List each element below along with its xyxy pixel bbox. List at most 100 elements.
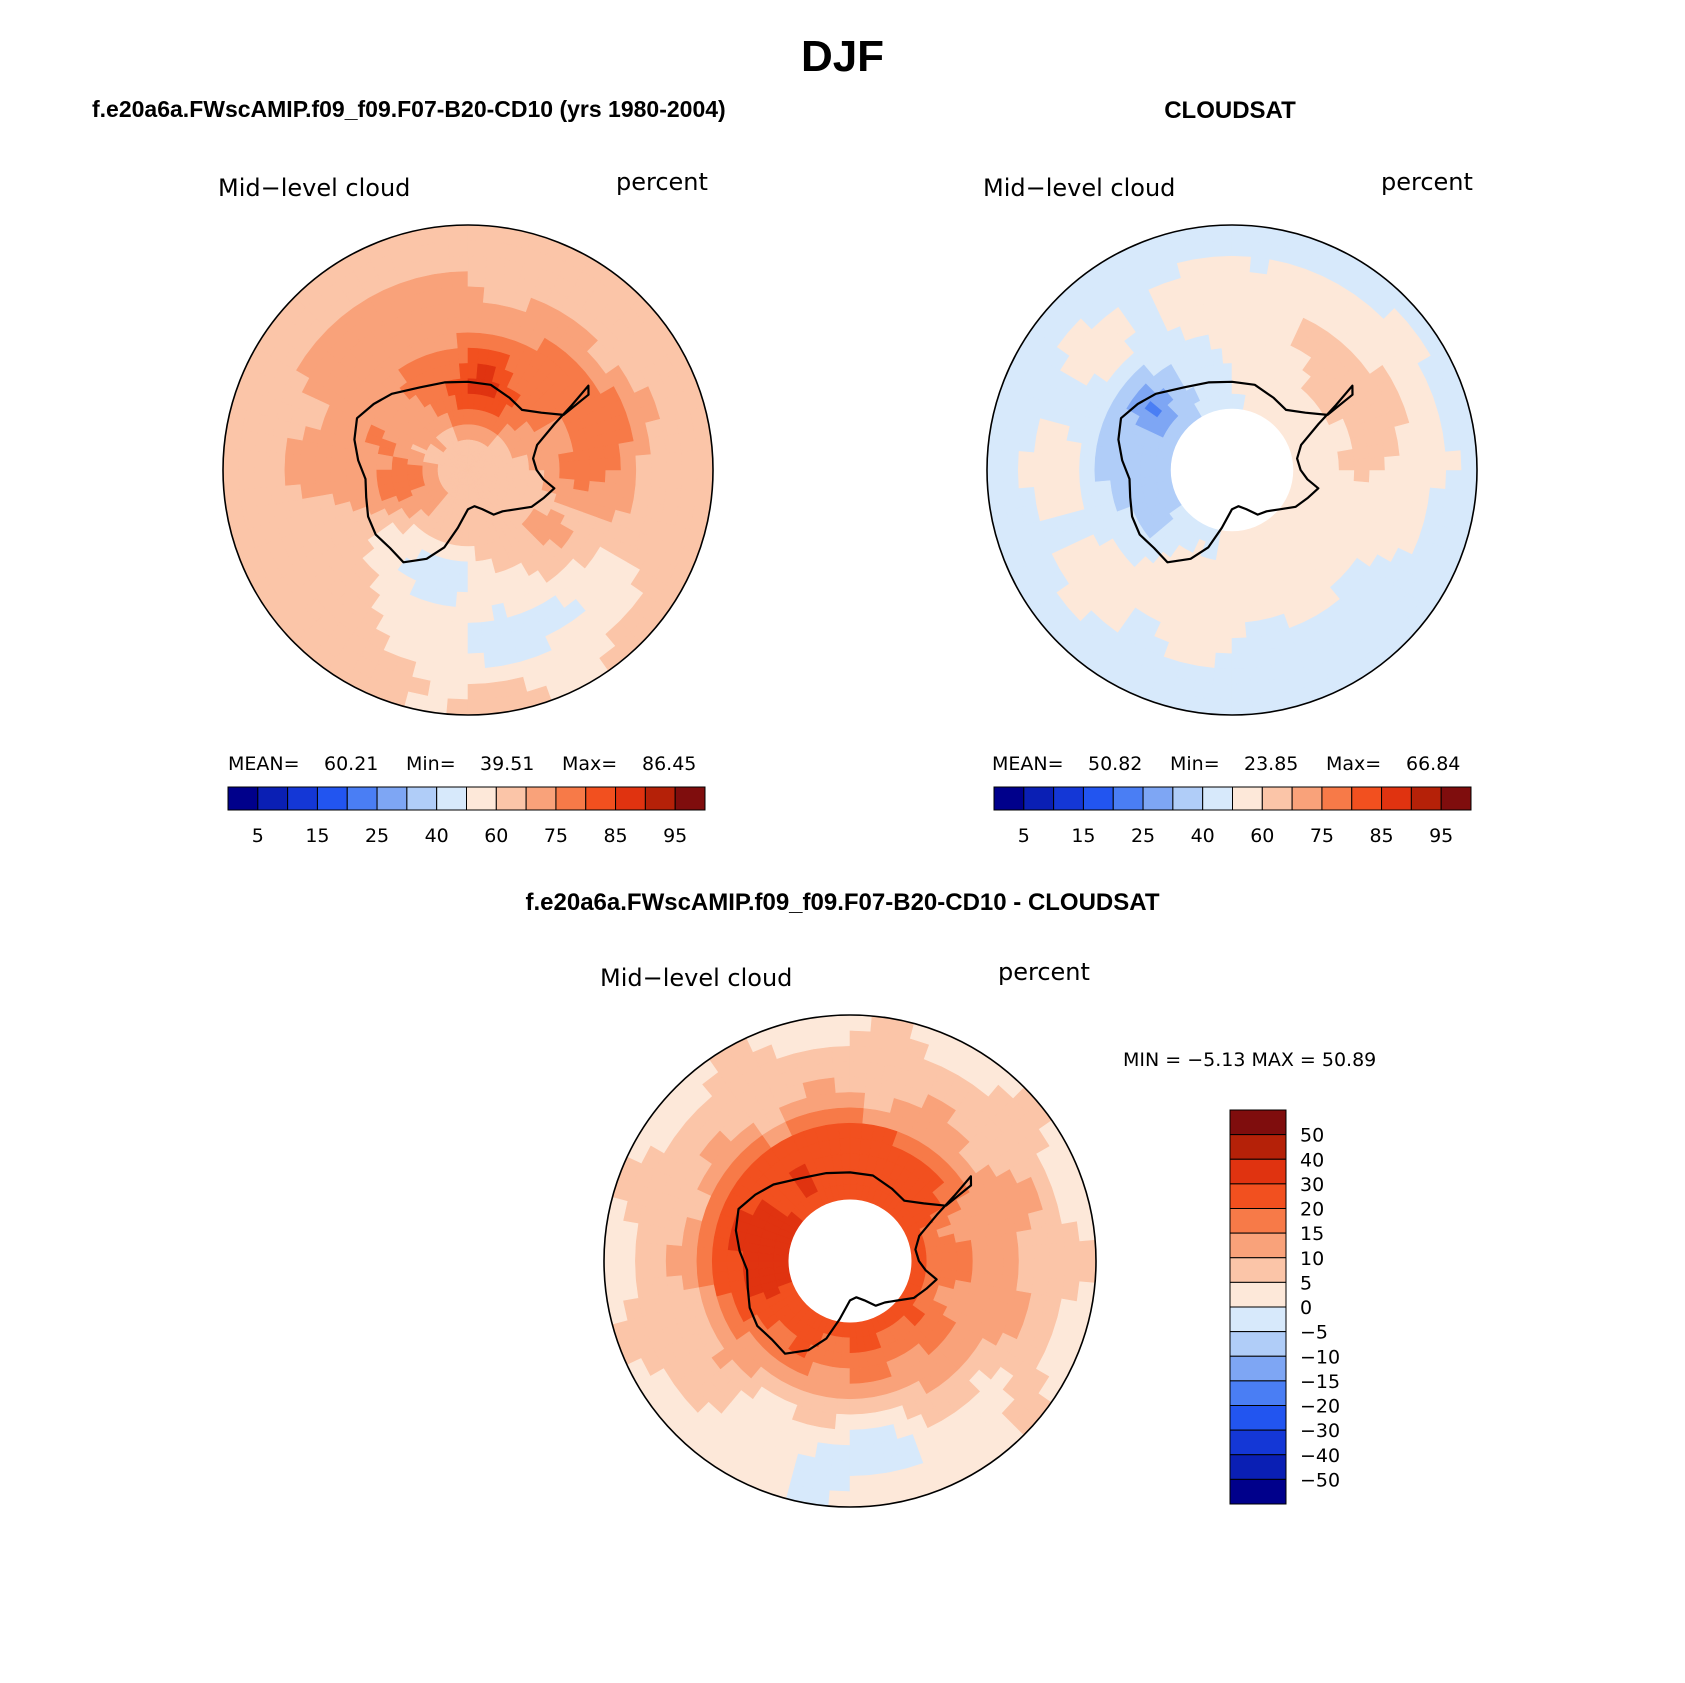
field-cell [1017,450,1035,471]
field-cell [829,1030,851,1047]
field-cell [972,1248,989,1262]
mean-value: 50.82 [1088,753,1142,775]
field-cell [467,591,481,609]
field-cell [836,1398,851,1416]
field-cell [838,1137,851,1155]
field-cell [467,576,480,593]
max-label: Max= [1326,753,1381,775]
field-cell [1384,454,1401,471]
colorbar-box [1229,1405,1287,1431]
max-label: Max= [562,753,617,775]
field-cell [849,1459,870,1477]
field-cell [650,1276,669,1297]
observation-stats: MEAN= 50.82 Min= 23.85 Max= 66.84 [992,753,1460,775]
field-cell [1384,469,1401,486]
colorbar-box [1229,1158,1287,1185]
field-cell [1063,469,1080,486]
colorbar-box [525,786,557,811]
field-cell [820,1412,837,1430]
model-stats: MEAN= 60.21 Min= 39.51 Max= 86.45 [228,753,696,775]
colorbar-tick-label: −20 [1300,1396,1340,1418]
colorbar-box [1229,1331,1287,1357]
field-cell [268,452,286,471]
field-cell [987,469,1004,492]
field-cell [1211,683,1233,701]
field-cell [237,449,255,471]
field-cell [817,1076,836,1095]
colorbar-box [406,786,438,811]
field-cell [987,1247,1005,1262]
field-cell [665,1275,684,1294]
field-cell [446,698,469,715]
field-cell [1031,1276,1050,1297]
colorbar-box [1142,786,1174,811]
field-cell [1219,331,1233,349]
field-cell [375,461,393,471]
field-cell [834,1091,851,1109]
field-cell [330,445,348,460]
field-cell [663,432,682,453]
colorbar-box [1172,786,1204,811]
field-cell [619,1240,636,1262]
colorbar-box [644,786,676,811]
colorbar-tick-label: 25 [1131,825,1155,847]
field-cell [430,256,451,275]
field-cell [635,469,653,487]
colorbar-tick-label: −5 [1300,1322,1328,1344]
field-cell [1018,1260,1035,1278]
field-cell [1212,667,1233,685]
field-cell [467,285,485,303]
field-cell [482,635,501,654]
field-cell [314,469,332,484]
field-cell [604,1260,621,1283]
field-cell [443,590,458,608]
colorbar-box [1229,1183,1287,1209]
field-cell [1212,255,1233,273]
field-cell [863,1092,880,1110]
field-cell [1048,1260,1066,1281]
field-cell [987,448,1004,471]
field-cell [574,458,591,471]
field-cell [1002,1245,1020,1262]
field-cell [253,469,271,490]
field-cell [223,469,240,492]
model-map [222,224,714,716]
field-cell [1001,469,1019,491]
field-cell [809,1472,832,1492]
field-cell [814,1442,835,1461]
field-cell [1245,301,1262,320]
field-cell [1231,683,1253,701]
field-cell [832,1444,851,1462]
colorbar-box [1440,786,1472,811]
field-cell [1246,635,1265,654]
field-cell [1191,680,1214,700]
field-cell [836,1106,851,1124]
field-cell [223,448,240,471]
field-cell [849,1153,860,1170]
field-cell [1064,1240,1081,1262]
field-cell [830,1045,851,1063]
colorbar-box [585,786,617,811]
colorbar-box [1023,786,1055,811]
difference-map [603,1014,1097,1508]
field-cell [1211,239,1233,257]
field-cell [314,456,332,471]
colorbar-box [1381,786,1412,811]
field-cell [814,1061,835,1080]
field-cell [268,469,286,488]
field-cell [695,1260,713,1275]
field-cell [1063,440,1082,457]
field-cell [450,270,469,288]
colorbar-box [1229,1306,1287,1333]
field-cell [1202,620,1219,639]
min-value: 39.51 [480,753,534,775]
map-boundary [986,224,1478,716]
field-cell [1231,591,1245,609]
field-cell [430,665,451,684]
min-label: Min= [1170,753,1220,775]
field-cell [1231,239,1253,257]
colorbar-tick-label: 15 [1300,1223,1324,1245]
field-cell [1033,485,1052,505]
colorbar-tick-label: 75 [1310,825,1334,847]
field-cell [650,1225,669,1246]
